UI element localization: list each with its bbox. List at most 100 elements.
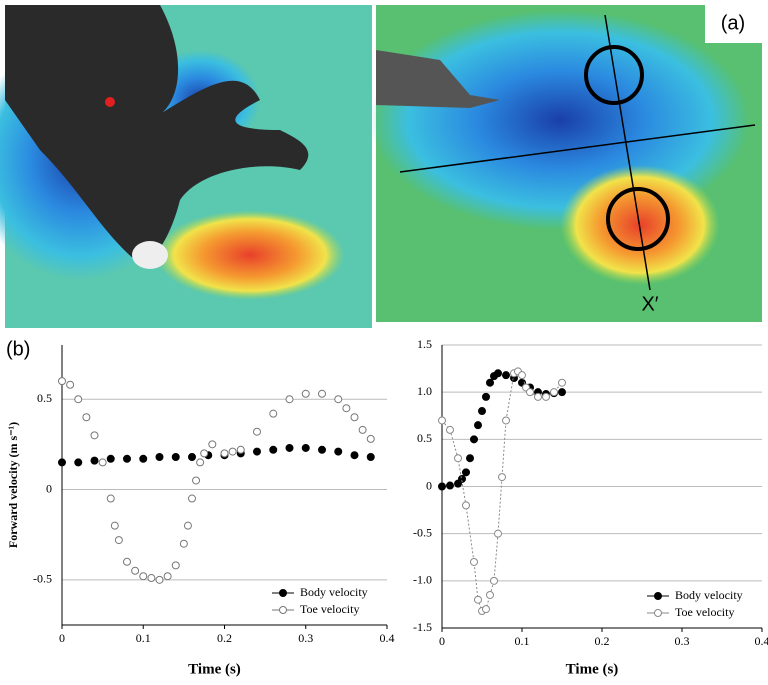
legend-marker (280, 590, 287, 597)
data-point (75, 396, 82, 403)
data-point (463, 469, 470, 476)
legend-label: Body velocity (300, 585, 368, 599)
data-point (209, 441, 216, 448)
data-point (351, 414, 358, 421)
legend-label: Toe velocity (675, 605, 734, 619)
data-point (254, 448, 261, 455)
figure: (a) X′ (b) -0.5 0 0.5 0 0.1 0.2 0.3 0.4 Time (s)… (0, 0, 768, 680)
data-point (189, 454, 196, 461)
data-point (189, 495, 196, 502)
panel-label: (b) (6, 338, 30, 360)
legend-label: Toe velocity (300, 602, 359, 616)
y-tick-label: -0.5 (413, 525, 432, 539)
data-point (503, 372, 510, 379)
data-point (237, 446, 244, 453)
data-point (99, 459, 106, 466)
data-point (487, 379, 494, 386)
data-point (156, 454, 163, 461)
legend-marker (655, 610, 662, 617)
series-line (442, 371, 562, 611)
data-point (475, 596, 482, 603)
data-point (221, 450, 228, 457)
y-tick-label: 0 (426, 478, 432, 492)
data-point (302, 390, 309, 397)
data-point (463, 502, 470, 509)
data-point (302, 444, 309, 451)
data-point (543, 393, 550, 400)
data-point (467, 455, 474, 462)
legend-marker (655, 593, 662, 600)
data-point (164, 573, 171, 580)
data-point (471, 558, 478, 565)
data-point (343, 405, 350, 412)
data-point (286, 444, 293, 451)
data-point (59, 378, 66, 385)
data-point (140, 573, 147, 580)
data-point (479, 408, 486, 415)
y-tick-label: -1.5 (413, 620, 432, 634)
legend-label: Body velocity (675, 588, 743, 602)
y-tick-label: 1.0 (417, 384, 432, 398)
data-point (319, 446, 326, 453)
data-point (124, 455, 131, 462)
section-label: X′ (641, 293, 658, 315)
data-point (270, 446, 277, 453)
x-axis-label: Time (s) (188, 661, 241, 677)
data-point (83, 414, 90, 421)
y-axis-label: Forward velocity (m s⁻¹) (6, 422, 20, 548)
data-point (132, 567, 139, 574)
x-tick-label: 0 (439, 634, 445, 648)
x-tick-label: 0.2 (595, 634, 610, 648)
data-point (495, 530, 502, 537)
y-tick-label: 1.5 (417, 337, 432, 351)
x-tick-label: 0.1 (136, 631, 151, 645)
data-point (172, 454, 179, 461)
data-point (335, 396, 342, 403)
panel-label: (a) (721, 12, 745, 34)
data-point (483, 606, 490, 613)
data-point (527, 389, 534, 396)
y-tick-label: -1.0 (413, 573, 432, 587)
data-point (487, 591, 494, 598)
data-point (367, 454, 374, 461)
legend-marker (280, 607, 287, 614)
data-point (229, 448, 236, 455)
data-point (286, 396, 293, 403)
data-point (351, 452, 358, 459)
data-point (59, 459, 66, 466)
data-point (499, 474, 506, 481)
data-point (519, 372, 526, 379)
data-point (447, 426, 454, 433)
data-point (197, 459, 204, 466)
data-point (455, 455, 462, 462)
data-point (184, 522, 191, 529)
data-point (535, 393, 542, 400)
data-point (491, 577, 498, 584)
x-tick-label: 0.4 (755, 634, 768, 648)
data-point (447, 482, 454, 489)
y-tick-label: 0.5 (417, 431, 432, 445)
data-point (75, 459, 82, 466)
y-tick-label: -0.5 (33, 572, 52, 586)
y-tick-label: 0 (46, 481, 52, 495)
data-point (111, 522, 118, 529)
data-point (148, 575, 155, 582)
data-point (180, 540, 187, 547)
data-point (483, 393, 490, 400)
data-point (503, 417, 510, 424)
x-tick-label: 0.3 (298, 631, 313, 645)
flow-image-right (370, 5, 762, 322)
data-point (115, 537, 122, 544)
data-point (124, 558, 131, 565)
data-point (551, 389, 558, 396)
data-point (495, 370, 502, 377)
flow-image-left (0, 5, 372, 328)
data-point (475, 422, 482, 429)
y-tick-label: 0.5 (37, 391, 52, 405)
data-point (201, 450, 208, 457)
data-point (156, 576, 163, 583)
x-tick-label: 0 (59, 631, 65, 645)
x-tick-label: 0.4 (380, 631, 395, 645)
data-point (559, 389, 566, 396)
data-point (91, 457, 98, 464)
